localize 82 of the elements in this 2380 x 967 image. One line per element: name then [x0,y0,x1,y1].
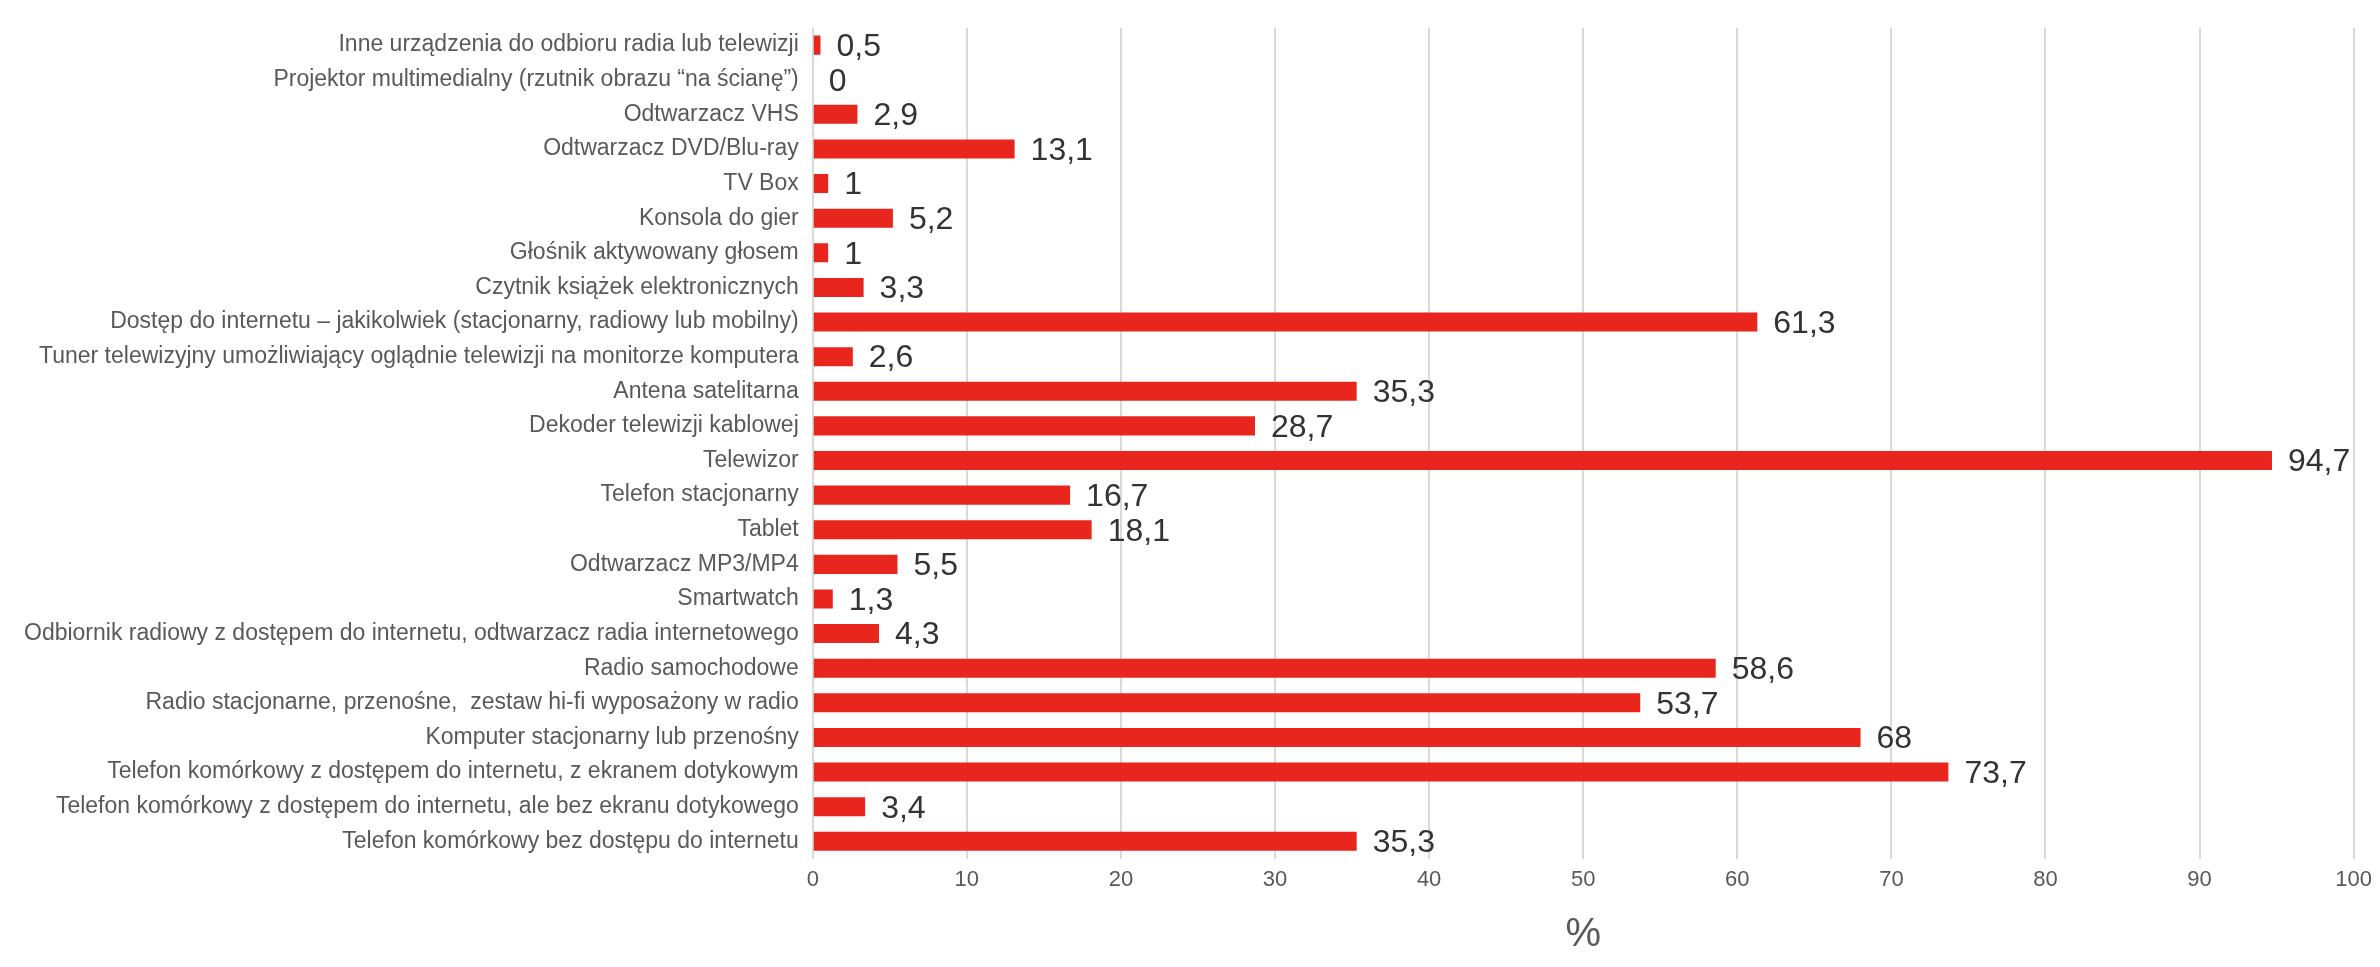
bar [813,139,1015,159]
y-tick-label: TV Box [723,168,800,195]
data-label: 35,3 [1372,823,1435,860]
bar [813,450,2272,471]
x-tick-label: 30 [1262,865,1288,891]
y-tick-label: Konsola do gier [638,203,800,230]
y-tick-label: Telefon komórkowy z dostępem do internetu, z ekranem dotykowym [107,757,799,784]
y-tick-label: Dekoder telewizji kablowej [529,411,799,438]
bar [813,624,880,644]
x-axis-title: % [1565,910,1601,955]
bar [813,554,898,574]
x-tick-label: 100 [2335,865,2373,891]
bar [813,589,833,609]
y-tick-label: Odbiornik radiowy z dostępem do internetu, odtwarzacz radia internetowego [23,618,799,645]
x-tick-label: 20 [1108,865,1134,891]
y-tick-label: Telefon komórkowy z dostępem do internetu, ale bez ekranu dotykowego [55,792,799,819]
data-label: 3,4 [881,788,926,825]
y-tick-label: Smartwatch [677,584,799,611]
data-label: 68 [1876,719,1913,756]
y-tick-label: Radio stacjonarne, przenośne, zestaw hi-fi wyposażony w radio [145,688,799,715]
data-label: 18,1 [1107,511,1170,548]
x-tick-label: 80 [2033,865,2058,891]
x-tick-label: 70 [1879,865,1904,891]
data-label: 94,7 [2287,442,2351,479]
y-tick-label: Odtwarzacz DVD/Blu-ray [543,134,800,161]
y-tick-label: Projektor multimedialny (rzutnik obrazu “na ścianę”) [273,65,799,92]
bar [813,104,858,124]
x-tick-label: 10 [954,865,980,891]
data-label: 2,6 [868,338,914,375]
y-tick-label: Komputer stacjonarny lub przenośny [425,722,800,749]
y-tick-label: Tablet [737,515,800,542]
y-tick-label: Dostęp do internetu – jakikolwiek (stacjonarny, radiowy lub mobilny) [110,307,799,334]
data-label: 13,1 [1030,130,1093,167]
data-label: 53,7 [1656,684,1719,721]
data-label: 58,6 [1731,650,1794,687]
bar [813,693,1641,713]
data-label: 4,3 [895,615,940,652]
y-tick-label: Telefon komórkowy bez dostępu do internetu [342,826,799,853]
data-label: 73,7 [1964,753,2027,790]
bar [813,381,1357,401]
y-tick-label: Antena satelitarna [613,376,799,403]
bar [813,174,829,194]
data-label: 0 [828,61,847,98]
bar [813,243,829,263]
data-label: 1,3 [848,580,894,617]
y-tick-label: Odtwarzacz VHS [623,99,799,126]
y-tick-label: Inne urządzenia do odbioru radia lub telewizji [338,30,799,57]
bar [813,347,853,367]
bar [813,485,1071,505]
x-tick-label: 60 [1725,865,1750,891]
x-tick-label: 40 [1416,865,1442,891]
y-tick-label: Głośnik aktywowany głosem [509,238,799,265]
data-label: 61,3 [1773,303,1836,340]
data-label: 28,7 [1270,407,1334,444]
y-tick-label: Czytnik książek elektronicznych [475,272,799,299]
data-label: 0,5 [836,26,881,63]
bar [813,831,1357,851]
bar [813,208,893,228]
data-label: 3,3 [879,269,925,306]
data-label: 5,5 [913,546,958,583]
bar [813,658,1716,678]
data-label: 1 [844,234,862,271]
x-tick-label: 50 [1570,865,1596,891]
data-label: 16,7 [1086,476,1149,513]
data-label: 5,2 [908,200,954,237]
data-label: 35,3 [1372,373,1435,410]
data-label: 1 [844,165,862,202]
data-label: 2,9 [873,96,918,133]
bar [813,797,866,817]
y-tick-label: Telewizor [702,445,800,472]
bar [813,312,1758,332]
y-tick-label: Radio samochodowe [583,653,799,680]
bar [813,277,864,297]
bar [813,520,1092,540]
x-tick-label: 90 [2187,865,2212,891]
y-tick-label: Telefon stacjonarny [600,480,800,507]
x-tick-label: 0 [806,865,819,891]
bar [813,727,1861,747]
y-tick-label: Odtwarzacz MP3/MP4 [569,549,799,576]
bar [813,416,1255,436]
bar [813,762,1949,782]
y-tick-label: Tuner telewizyjny umożliwiający oglądnie telewizji na monitorze komputera [38,342,799,368]
